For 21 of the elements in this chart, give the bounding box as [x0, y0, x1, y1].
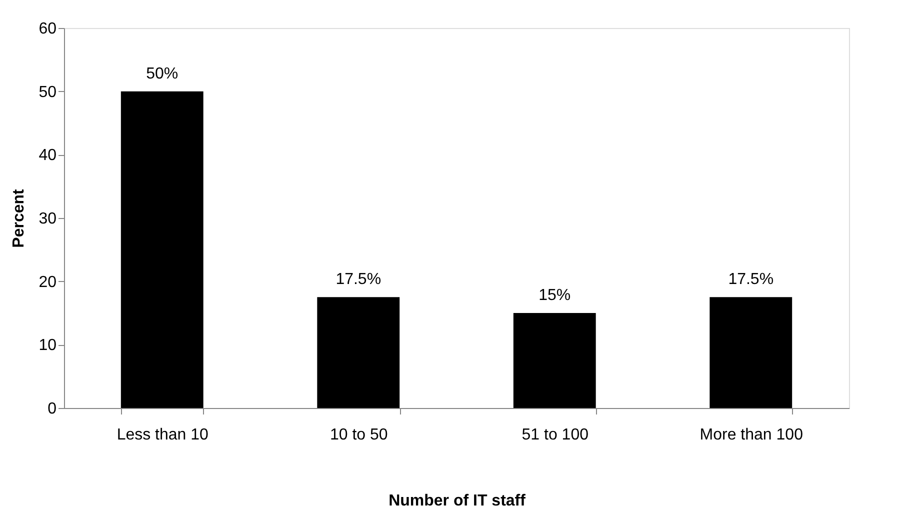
- bar: [513, 313, 596, 408]
- y-tick-label: 10: [38, 337, 57, 354]
- data-label: 15%: [538, 287, 571, 304]
- y-tick-label: 50: [38, 84, 57, 101]
- bar: [317, 297, 400, 408]
- y-tick-label: 0: [48, 400, 57, 418]
- data-label: 50%: [146, 65, 178, 82]
- y-tick-label: 60: [38, 20, 57, 38]
- bar: [710, 297, 792, 408]
- x-axis-title: Number of IT staff: [388, 492, 526, 510]
- x-tick-label: More than 100: [700, 426, 804, 444]
- data-label: 17.5%: [336, 271, 382, 288]
- y-tick-label: 40: [38, 147, 57, 164]
- y-axis-title: Percent: [10, 188, 28, 248]
- x-tick-label: 51 to 100: [522, 426, 589, 444]
- y-tick-label: 30: [38, 210, 57, 228]
- x-tick-label: 10 to 50: [330, 426, 388, 444]
- y-tick-label: 20: [38, 274, 57, 291]
- x-tick-label: Less than 10: [116, 426, 209, 444]
- data-label: 17.5%: [728, 271, 774, 288]
- bar: [120, 91, 204, 408]
